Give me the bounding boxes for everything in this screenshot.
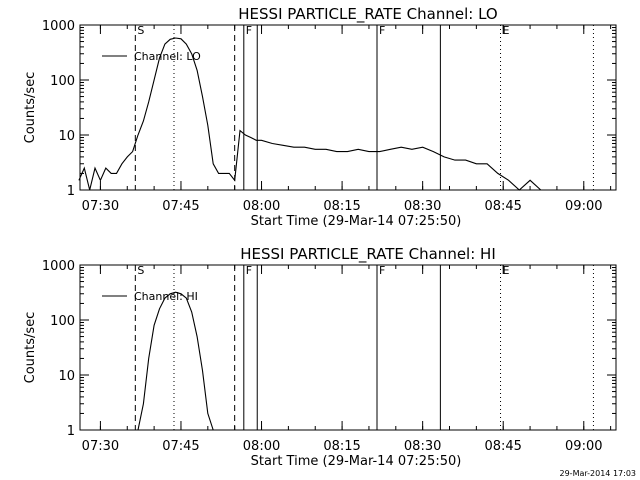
marker-label-f: F — [379, 24, 385, 37]
x-tick-label: 08:30 — [404, 199, 441, 214]
x-tick-label: 08:15 — [323, 439, 360, 454]
legend-label: Channel: HI — [134, 290, 198, 303]
x-tick-label: 08:45 — [484, 199, 521, 214]
marker-label-s: S — [137, 24, 144, 37]
y-axis-label: Counts/sec — [23, 72, 38, 144]
y-tick-label: 1000 — [42, 19, 75, 34]
y-axis-label: Counts/sec — [23, 312, 38, 384]
x-tick-label: 08:00 — [243, 439, 280, 454]
panel-lo: HESSI PARTICLE_RATE Channel: LO 1 10 100 100… — [23, 5, 617, 229]
x-tick-label: 09:00 — [565, 439, 602, 454]
chart-title: HESSI PARTICLE_RATE Channel: HI — [240, 245, 496, 264]
x-tick-label: 08:15 — [323, 199, 360, 214]
marker-label-f: F — [246, 264, 252, 277]
marker-label-e: E — [503, 24, 510, 37]
y-tick-label: 1 — [67, 424, 75, 439]
x-axis-label: Start Time (29-Mar-14 07:25:50) — [251, 454, 462, 469]
y-tick-label: 1000 — [42, 259, 75, 274]
marker-label-f: F — [379, 264, 385, 277]
x-tick-label: 09:00 — [565, 199, 602, 214]
y-tick-label: 10 — [58, 129, 75, 144]
series-line-hi — [137, 291, 214, 431]
x-tick-label: 08:45 — [484, 439, 521, 454]
y-tick-label: 100 — [50, 314, 75, 329]
plot-frame — [79, 24, 617, 191]
chart-title: HESSI PARTICLE_RATE Channel: LO — [238, 5, 497, 24]
y-tick-label: 100 — [50, 74, 75, 89]
series-line-lo — [78, 37, 573, 191]
plot-frame — [79, 264, 617, 431]
panel-hi: HESSI PARTICLE_RATE Channel: HI 1 10 100 100… — [23, 245, 617, 469]
x-tick-label: 07:45 — [162, 439, 199, 454]
x-tick-label: 07:30 — [82, 439, 119, 454]
y-tick-label: 1 — [67, 184, 75, 199]
x-axis-label: Start Time (29-Mar-14 07:25:50) — [251, 214, 462, 229]
y-tick-label: 10 — [58, 369, 75, 384]
marker-label-s: S — [137, 264, 144, 277]
x-tick-label: 08:30 — [404, 439, 441, 454]
x-tick-label: 08:00 — [243, 199, 280, 214]
footer-timestamp: 29-Mar-2014 17:03 — [560, 469, 637, 478]
marker-label-f: F — [246, 24, 252, 37]
legend-label: Channel: LO — [134, 50, 201, 63]
x-tick-label: 07:30 — [82, 199, 119, 214]
marker-label-e: E — [503, 264, 510, 277]
x-tick-label: 07:45 — [162, 199, 199, 214]
